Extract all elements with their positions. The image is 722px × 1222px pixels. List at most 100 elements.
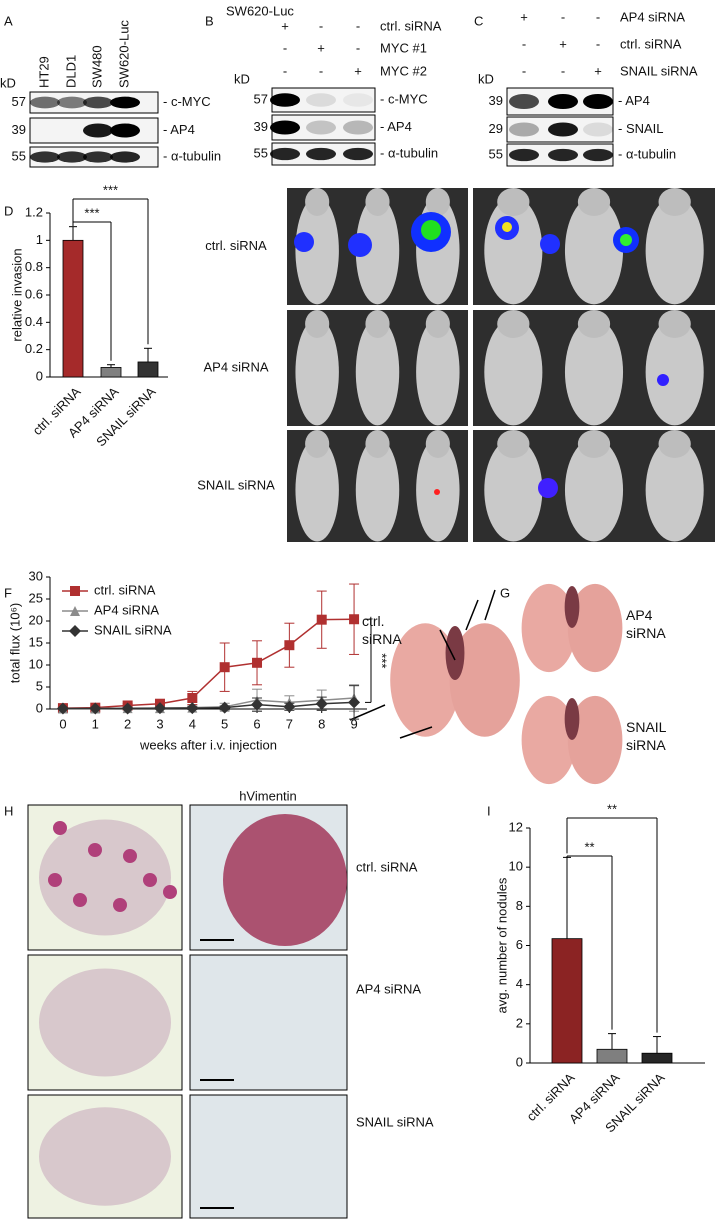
- mouse-head: [577, 188, 611, 216]
- band-label: - c-MYC: [163, 94, 211, 109]
- y-tick-label: 30: [29, 568, 43, 583]
- kd-unit: kD: [234, 71, 250, 86]
- treatment-label: MYC #2: [380, 63, 427, 78]
- blot-band: [548, 93, 578, 110]
- blot-band: [270, 93, 300, 107]
- panel-letter: G: [500, 585, 510, 600]
- blot-band: [509, 122, 539, 137]
- bar: [100, 367, 122, 378]
- tissue: [39, 819, 171, 936]
- series-line: [62, 618, 355, 709]
- panel-letter: A: [4, 13, 13, 28]
- mouse: [295, 438, 339, 542]
- treatment-sign: -: [283, 63, 287, 78]
- y-axis-label: relative invasion: [9, 248, 24, 341]
- y-axis-label: avg. number of nodules: [494, 877, 509, 1013]
- point-marker: [56, 702, 69, 715]
- point-marker: [186, 702, 199, 715]
- point-marker: [316, 614, 327, 625]
- point-marker: [348, 696, 361, 709]
- x-tick-label: 3: [156, 716, 163, 731]
- y-tick-label: 8: [516, 898, 523, 913]
- y-tick-label: 0: [516, 1054, 523, 1069]
- stained-nodule: [123, 849, 137, 863]
- blot-band: [30, 151, 60, 163]
- mouse-head: [658, 310, 691, 338]
- treatment-sign: -: [283, 40, 287, 55]
- legend-marker: [70, 606, 80, 616]
- y-tick-label: 0.2: [25, 341, 43, 356]
- kd-marker: 39: [489, 93, 503, 108]
- luminescence-spot: [294, 232, 314, 252]
- x-tick-label: 8: [318, 716, 325, 731]
- error-bar: [107, 364, 115, 368]
- blot-band: [83, 96, 113, 109]
- stained-nodule: [53, 821, 67, 835]
- stained-nodule: [73, 893, 87, 907]
- point-marker: [252, 657, 263, 668]
- blot-band: [583, 93, 613, 110]
- blot-band: [30, 96, 60, 109]
- x-tick-label: 7: [286, 716, 293, 731]
- kd-marker: 55: [489, 146, 503, 161]
- stained-nodule: [48, 873, 62, 887]
- blot-band: [83, 151, 113, 163]
- kd-marker: 39: [254, 119, 268, 134]
- blot-band: [548, 122, 578, 137]
- y-tick-label: 4: [516, 976, 523, 991]
- kd-unit: kD: [0, 75, 16, 90]
- histology-group-label: SNAIL siRNA: [356, 1114, 434, 1129]
- lane-label: SW620-Luc: [116, 20, 131, 88]
- mouse-head: [305, 188, 330, 216]
- error-bar: [69, 226, 77, 241]
- tissue: [39, 1107, 171, 1206]
- blot-band: [83, 123, 113, 138]
- arrow: [465, 599, 479, 631]
- lung-group-label: SNAIL siRNA: [626, 719, 666, 753]
- arrow: [349, 704, 386, 721]
- point-marker: [219, 662, 230, 673]
- x-tick-label: 5: [221, 716, 228, 731]
- mouse: [484, 438, 543, 542]
- lung-center: [564, 698, 580, 740]
- y-tick-label: 10: [509, 859, 523, 874]
- mouse-head: [497, 430, 530, 458]
- stained-nodule: [163, 885, 177, 899]
- blot-band: [306, 93, 336, 107]
- band-label: - α-tubulin: [380, 145, 438, 160]
- blot-band: [343, 93, 373, 107]
- point-marker: [315, 697, 328, 710]
- treatment-sign: -: [319, 63, 323, 78]
- blot-band: [110, 96, 140, 109]
- legend-label: AP4 siRNA: [94, 602, 159, 617]
- lung-ctrl: [390, 623, 461, 737]
- mouse: [564, 438, 624, 542]
- blot-band: [343, 147, 373, 161]
- stained-nodule: [223, 814, 347, 946]
- bar: [137, 361, 159, 378]
- stained-nodule: [88, 843, 102, 857]
- treatment-sign: -: [522, 63, 526, 78]
- luminescence-spot: [538, 478, 558, 498]
- lane-label: DLD1: [63, 55, 78, 88]
- blot-band: [583, 148, 613, 162]
- kd-marker: 55: [12, 148, 26, 163]
- significance-label: **: [607, 801, 617, 816]
- point-marker: [251, 698, 264, 711]
- lung-center: [564, 586, 580, 628]
- luminescence-spot: [502, 222, 512, 232]
- treatment-sign: -: [356, 40, 360, 55]
- kd-marker: 29: [489, 121, 503, 136]
- mouse-head: [425, 188, 450, 216]
- treatment-label: AP4 siRNA: [620, 9, 685, 24]
- bar: [62, 239, 84, 378]
- mouse: [295, 318, 339, 426]
- panel-letter: C: [474, 13, 483, 28]
- error-bar: [563, 856, 571, 939]
- blot-band: [270, 120, 300, 135]
- blot-band: [583, 122, 613, 137]
- luminescence-spot: [348, 233, 372, 257]
- mouse: [645, 438, 704, 542]
